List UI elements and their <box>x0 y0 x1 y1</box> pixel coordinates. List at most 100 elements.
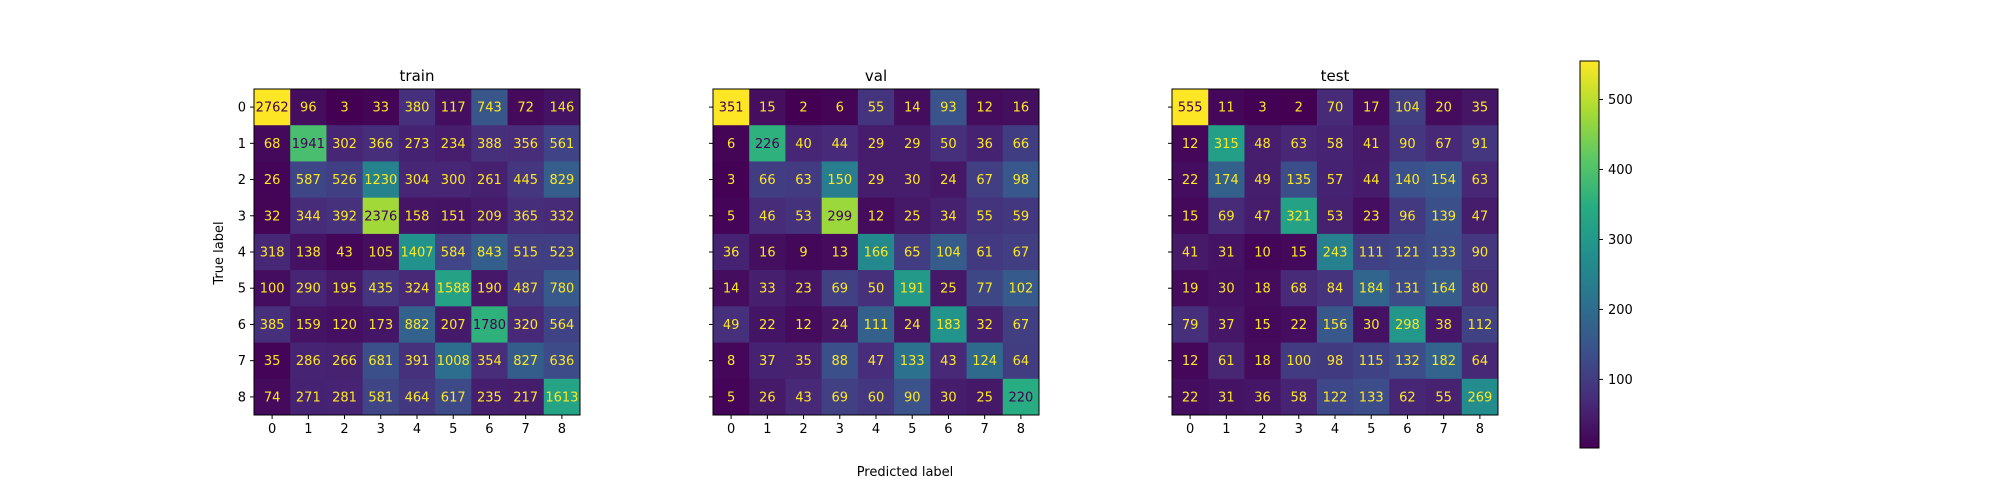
heatmap-cell <box>821 161 859 199</box>
heatmap-cell <box>930 197 967 235</box>
cell-value-label: 146 <box>549 101 574 116</box>
cell-value-label: 104 <box>936 246 961 261</box>
colorbar-tick-label: 100 <box>1608 373 1633 388</box>
heatmap-cell <box>749 233 786 271</box>
heatmap-cell <box>290 161 327 199</box>
heatmap-cell <box>930 89 967 126</box>
heatmap-cell <box>894 161 931 199</box>
heatmap-cell <box>1002 306 1040 343</box>
cell-value-label: 12 <box>795 318 812 333</box>
cell-value-label: 33 <box>759 282 776 297</box>
heatmap-cell <box>821 306 859 343</box>
heatmap-cell <box>749 89 786 126</box>
cell-value-label: 16 <box>759 246 776 261</box>
heatmap-cell <box>785 378 823 416</box>
heatmap-cell <box>326 270 364 307</box>
heatmap-cell <box>857 270 895 307</box>
cell-value-label: 2376 <box>364 209 397 224</box>
cell-value-label: 217 <box>513 390 538 405</box>
heatmap-cell <box>435 197 472 235</box>
heatmap-cell <box>398 197 436 235</box>
cell-value-label: 93 <box>940 101 957 116</box>
heatmap-cell <box>543 342 581 380</box>
cell-value-label: 31 <box>1218 246 1235 261</box>
cell-value-label: 351 <box>719 101 744 116</box>
cell-value-label: 68 <box>264 137 281 152</box>
cell-value-label: 25 <box>940 282 957 297</box>
x-tick-label: 8 <box>558 422 566 437</box>
x-tick-label: 7 <box>522 422 530 437</box>
cell-value-label: 234 <box>441 137 466 152</box>
cell-value-label: 69 <box>832 282 849 297</box>
cell-value-label: 8 <box>727 354 735 369</box>
cell-value-label: 104 <box>1395 101 1420 116</box>
heatmap-cell <box>471 197 508 235</box>
cell-value-label: 243 <box>1323 246 1348 261</box>
cell-value-label: 102 <box>1008 282 1033 297</box>
cell-value-label: 300 <box>441 173 466 188</box>
cell-value-label: 43 <box>336 246 353 261</box>
cell-value-label: 1230 <box>364 173 397 188</box>
cell-value-label: 138 <box>296 246 321 261</box>
heatmap-cell <box>1244 342 1282 380</box>
heatmap-cell <box>1002 270 1040 307</box>
heatmap-cell <box>1208 378 1245 416</box>
cell-value-label: 47 <box>868 354 885 369</box>
cell-value-label: 681 <box>368 354 393 369</box>
heatmap-cell <box>1389 306 1426 343</box>
heatmap-cell <box>362 89 400 126</box>
heatmap-cell <box>1244 125 1282 162</box>
heatmap-cell <box>507 342 545 380</box>
cell-value-label: 61 <box>1218 354 1235 369</box>
cell-value-label: 68 <box>1291 282 1308 297</box>
heatmap-cell <box>1316 233 1354 271</box>
heatmap-cell <box>471 306 508 343</box>
cell-value-label: 184 <box>1359 282 1384 297</box>
cell-value-label: 135 <box>1286 173 1311 188</box>
cell-value-label: 388 <box>477 137 502 152</box>
heatmap-cell <box>966 89 1004 126</box>
heatmap-cell <box>930 306 967 343</box>
x-tick-label: 0 <box>727 422 735 437</box>
heatmap-cell <box>543 306 581 343</box>
heatmap-cell <box>507 233 545 271</box>
heatmap-cell <box>821 125 859 162</box>
cell-value-label: 36 <box>723 246 740 261</box>
cell-value-label: 53 <box>795 209 812 224</box>
heatmap-cell <box>821 233 859 271</box>
heatmap-cell <box>966 125 1004 162</box>
heatmap-cell <box>1461 233 1499 271</box>
heatmap-cell <box>1316 306 1354 343</box>
cell-value-label: 120 <box>332 318 357 333</box>
cell-value-label: 304 <box>405 173 430 188</box>
cell-value-label: 41 <box>1363 137 1380 152</box>
cell-value-label: 1588 <box>437 282 470 297</box>
heatmap-cell <box>1172 233 1209 271</box>
heatmap-cell <box>1244 270 1282 307</box>
cell-value-label: 96 <box>1399 209 1416 224</box>
heatmap-cell <box>1172 89 1209 126</box>
cell-value-label: 154 <box>1431 173 1456 188</box>
heatmap-cell <box>1389 89 1426 126</box>
heatmap-cell <box>290 270 327 307</box>
cell-value-label: 464 <box>405 390 430 405</box>
cell-value-label: 98 <box>1013 173 1030 188</box>
cell-value-label: 6 <box>836 101 844 116</box>
cell-value-label: 24 <box>904 318 921 333</box>
heatmap-cell <box>326 89 364 126</box>
cell-value-label: 26 <box>264 173 281 188</box>
cell-value-label: 34 <box>940 209 957 224</box>
cell-value-label: 100 <box>1286 354 1311 369</box>
heatmap-cell <box>471 161 508 199</box>
heatmap-cell <box>857 89 895 126</box>
cell-value-label: 365 <box>513 209 538 224</box>
heatmap-cell <box>785 233 823 271</box>
cell-value-label: 63 <box>1472 173 1489 188</box>
heatmap-cell <box>857 306 895 343</box>
cell-value-label: 174 <box>1214 173 1239 188</box>
y-tick-label: 3 <box>238 209 246 224</box>
heatmap-cell <box>362 161 400 199</box>
heatmap-cell <box>713 197 750 235</box>
heatmap-cell <box>362 125 400 162</box>
